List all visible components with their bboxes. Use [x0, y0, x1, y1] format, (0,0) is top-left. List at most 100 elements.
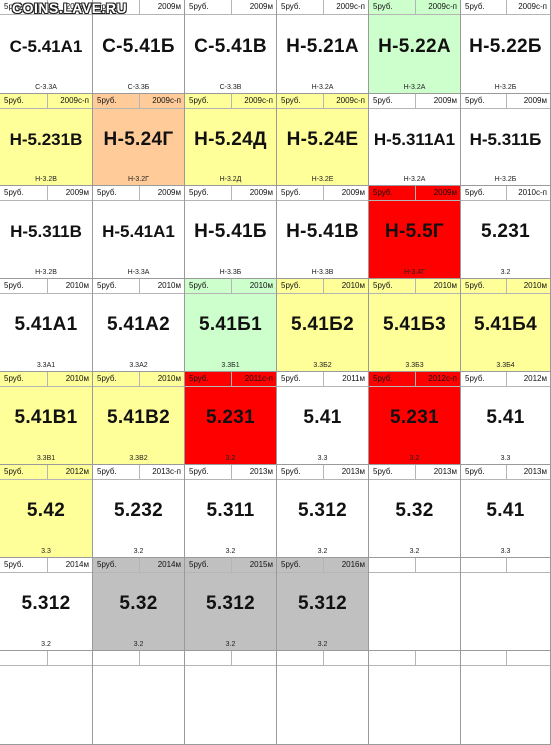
header-divider — [46, 94, 48, 108]
coin-cell-r6-c4: 5руб. 2013м 5.312 3.2 — [277, 465, 369, 558]
cell-header: 5руб. 2011с-п — [185, 372, 276, 387]
variety-code: 5.232 — [113, 500, 164, 521]
header-divider — [506, 94, 508, 108]
variety-code: 5.41Б3 — [382, 314, 446, 335]
variety-code: 5.32 — [395, 500, 434, 521]
header-divider — [506, 0, 508, 14]
year-mint-label: 2009м — [341, 188, 365, 197]
coin-cell-r7-c4: 5руб. 2016м 5.312 3.2 — [277, 558, 369, 651]
cell-header: 5руб. 2009с-п — [93, 94, 184, 109]
catalog-ref: 3.3Б1 — [221, 362, 240, 369]
year-mint-label: 2009м — [249, 188, 273, 197]
header-divider — [231, 94, 233, 108]
catalog-ref: Н-3.2Д — [219, 176, 242, 183]
coin-cell-r2-c4: 5руб. 2009с-п Н-5.24Е Н-3.2Е — [277, 94, 369, 186]
variety-code: Н-5.311В — [10, 222, 82, 241]
coin-cell-r5-c3: 5руб. 2011с-п 5.231 3.2 — [185, 372, 277, 465]
year-mint-label: 2009м — [433, 188, 457, 197]
denomination-label: 5руб. — [4, 96, 24, 105]
catalog-ref: Н-3.3А — [127, 269, 150, 276]
variety-code: 5.312 — [297, 500, 348, 521]
catalog-ref: 3.3А1 — [36, 362, 56, 369]
empty-cell-r8-c3 — [185, 651, 277, 745]
year-mint-label: 2013с-п — [152, 467, 181, 476]
variety-code: Н-5.41Б — [194, 221, 267, 242]
denomination-label: 5руб. — [189, 560, 209, 569]
coin-cell-r7-c3: 5руб. 2015м 5.312 3.2 — [185, 558, 277, 651]
catalog-ref: Н-3.2А — [403, 176, 426, 183]
coin-cell-r1-c3: 5руб. 2009м С-5.41В С-3.3В — [185, 0, 277, 94]
header-divider — [323, 465, 325, 479]
year-mint-label: 2011с-п — [244, 374, 273, 383]
variety-code: 5.312 — [297, 593, 348, 614]
cell-header: 5руб. 2013м — [461, 465, 550, 480]
header-divider — [46, 279, 48, 293]
cell-header: 5руб. 2012м — [0, 465, 92, 480]
variety-code: 5.312 — [21, 593, 71, 614]
year-mint-label: 2014м — [65, 560, 89, 569]
header-divider — [231, 558, 233, 572]
denomination-label: 5руб. — [4, 188, 24, 197]
coin-cell-r5-c6: 5руб. 2012м 5.41 3.3 — [461, 372, 551, 465]
cell-header: 5руб. 2010м — [461, 279, 550, 294]
catalog-ref: 3.3А2 — [129, 362, 148, 369]
catalog-ref: 3.2 — [409, 455, 420, 462]
header-divider — [323, 186, 325, 200]
denomination-label: 5руб. — [281, 560, 301, 569]
variety-code: 5.41А1 — [14, 314, 78, 335]
denomination-label: 5руб. — [189, 96, 209, 105]
cell-header: 5руб. 2010с-п — [461, 186, 550, 201]
denomination-label: 5руб. — [97, 560, 117, 569]
cell-header: 5руб. 2009с-п — [461, 0, 550, 15]
header-divider — [139, 0, 141, 14]
variety-code: 5.32 — [119, 593, 158, 614]
year-mint-label: 2009м — [65, 188, 89, 197]
denomination-label: 5руб. — [281, 96, 301, 105]
denomination-label: 5руб. — [97, 188, 117, 197]
year-mint-label: 2009м — [523, 96, 547, 105]
year-mint-label: 2009м — [65, 2, 89, 11]
denomination-label: 5руб. — [281, 188, 301, 197]
coin-cell-r3-c4: 5руб. 2009м Н-5.41В Н-3.3В — [277, 186, 369, 279]
coin-cell-r6-c6: 5руб. 2013м 5.41 3.3 — [461, 465, 551, 558]
header-divider — [415, 465, 417, 479]
coin-cell-r4-c4: 5руб. 2010м 5.41Б2 3.3Б2 — [277, 279, 369, 372]
empty-cell-r8-c6 — [461, 651, 551, 745]
cell-header — [461, 558, 550, 573]
variety-code: 5.231 — [389, 407, 440, 428]
year-mint-label: 2014м — [157, 560, 181, 569]
coin-cell-r4-c6: 5руб. 2010м 5.41Б4 3.3Б4 — [461, 279, 551, 372]
coin-cell-r2-c5: 5руб. 2009м Н-5.311А1 Н-3.2А — [369, 94, 461, 186]
empty-cell-r7-c5 — [369, 558, 461, 651]
year-mint-label: 2010м — [65, 281, 89, 290]
cell-header: 5руб. 2009м — [277, 186, 368, 201]
variety-code: 5.41 — [303, 407, 342, 428]
year-mint-label: 2012м — [523, 374, 547, 383]
cell-header — [0, 651, 92, 666]
header-divider — [139, 651, 141, 665]
catalog-ref: 3.3В2 — [129, 455, 148, 462]
denomination-label: 5руб. — [189, 188, 209, 197]
cell-header: 5руб. 2009м — [0, 0, 92, 15]
year-mint-label: 2012м — [65, 467, 89, 476]
cell-header: 5руб. 2010м — [277, 279, 368, 294]
cell-header: 5руб. 2013м — [369, 465, 460, 480]
catalog-ref: Н-3.2А — [403, 84, 426, 91]
denomination-label: 5руб. — [4, 374, 24, 383]
header-divider — [46, 465, 48, 479]
coin-cell-r4-c1: 5руб. 2010м 5.41А1 3.3А1 — [0, 279, 93, 372]
coin-cell-r6-c5: 5руб. 2013м 5.32 3.2 — [369, 465, 461, 558]
catalog-ref: Н-3.2В — [35, 269, 57, 276]
denomination-label: 5руб. — [97, 374, 117, 383]
header-divider — [506, 651, 508, 665]
cell-header: 5руб. 2010м — [0, 372, 92, 387]
coin-cell-r1-c2: 5руб. 2009м С-5.41Б С-3.3Б — [93, 0, 185, 94]
header-divider — [323, 279, 325, 293]
denomination-label: 5руб. — [97, 281, 117, 290]
year-mint-label: 2009с-п — [336, 2, 365, 11]
catalog-ref: Н-3.2Б — [494, 176, 517, 183]
coin-cell-r4-c3: 5руб. 2010м 5.41Б1 3.3Б1 — [185, 279, 277, 372]
denomination-label: 5руб. — [4, 281, 24, 290]
header-divider — [139, 94, 141, 108]
coin-cell-r1-c5: 5руб. 2009с-п Н-5.22А Н-3.2А — [369, 0, 461, 94]
